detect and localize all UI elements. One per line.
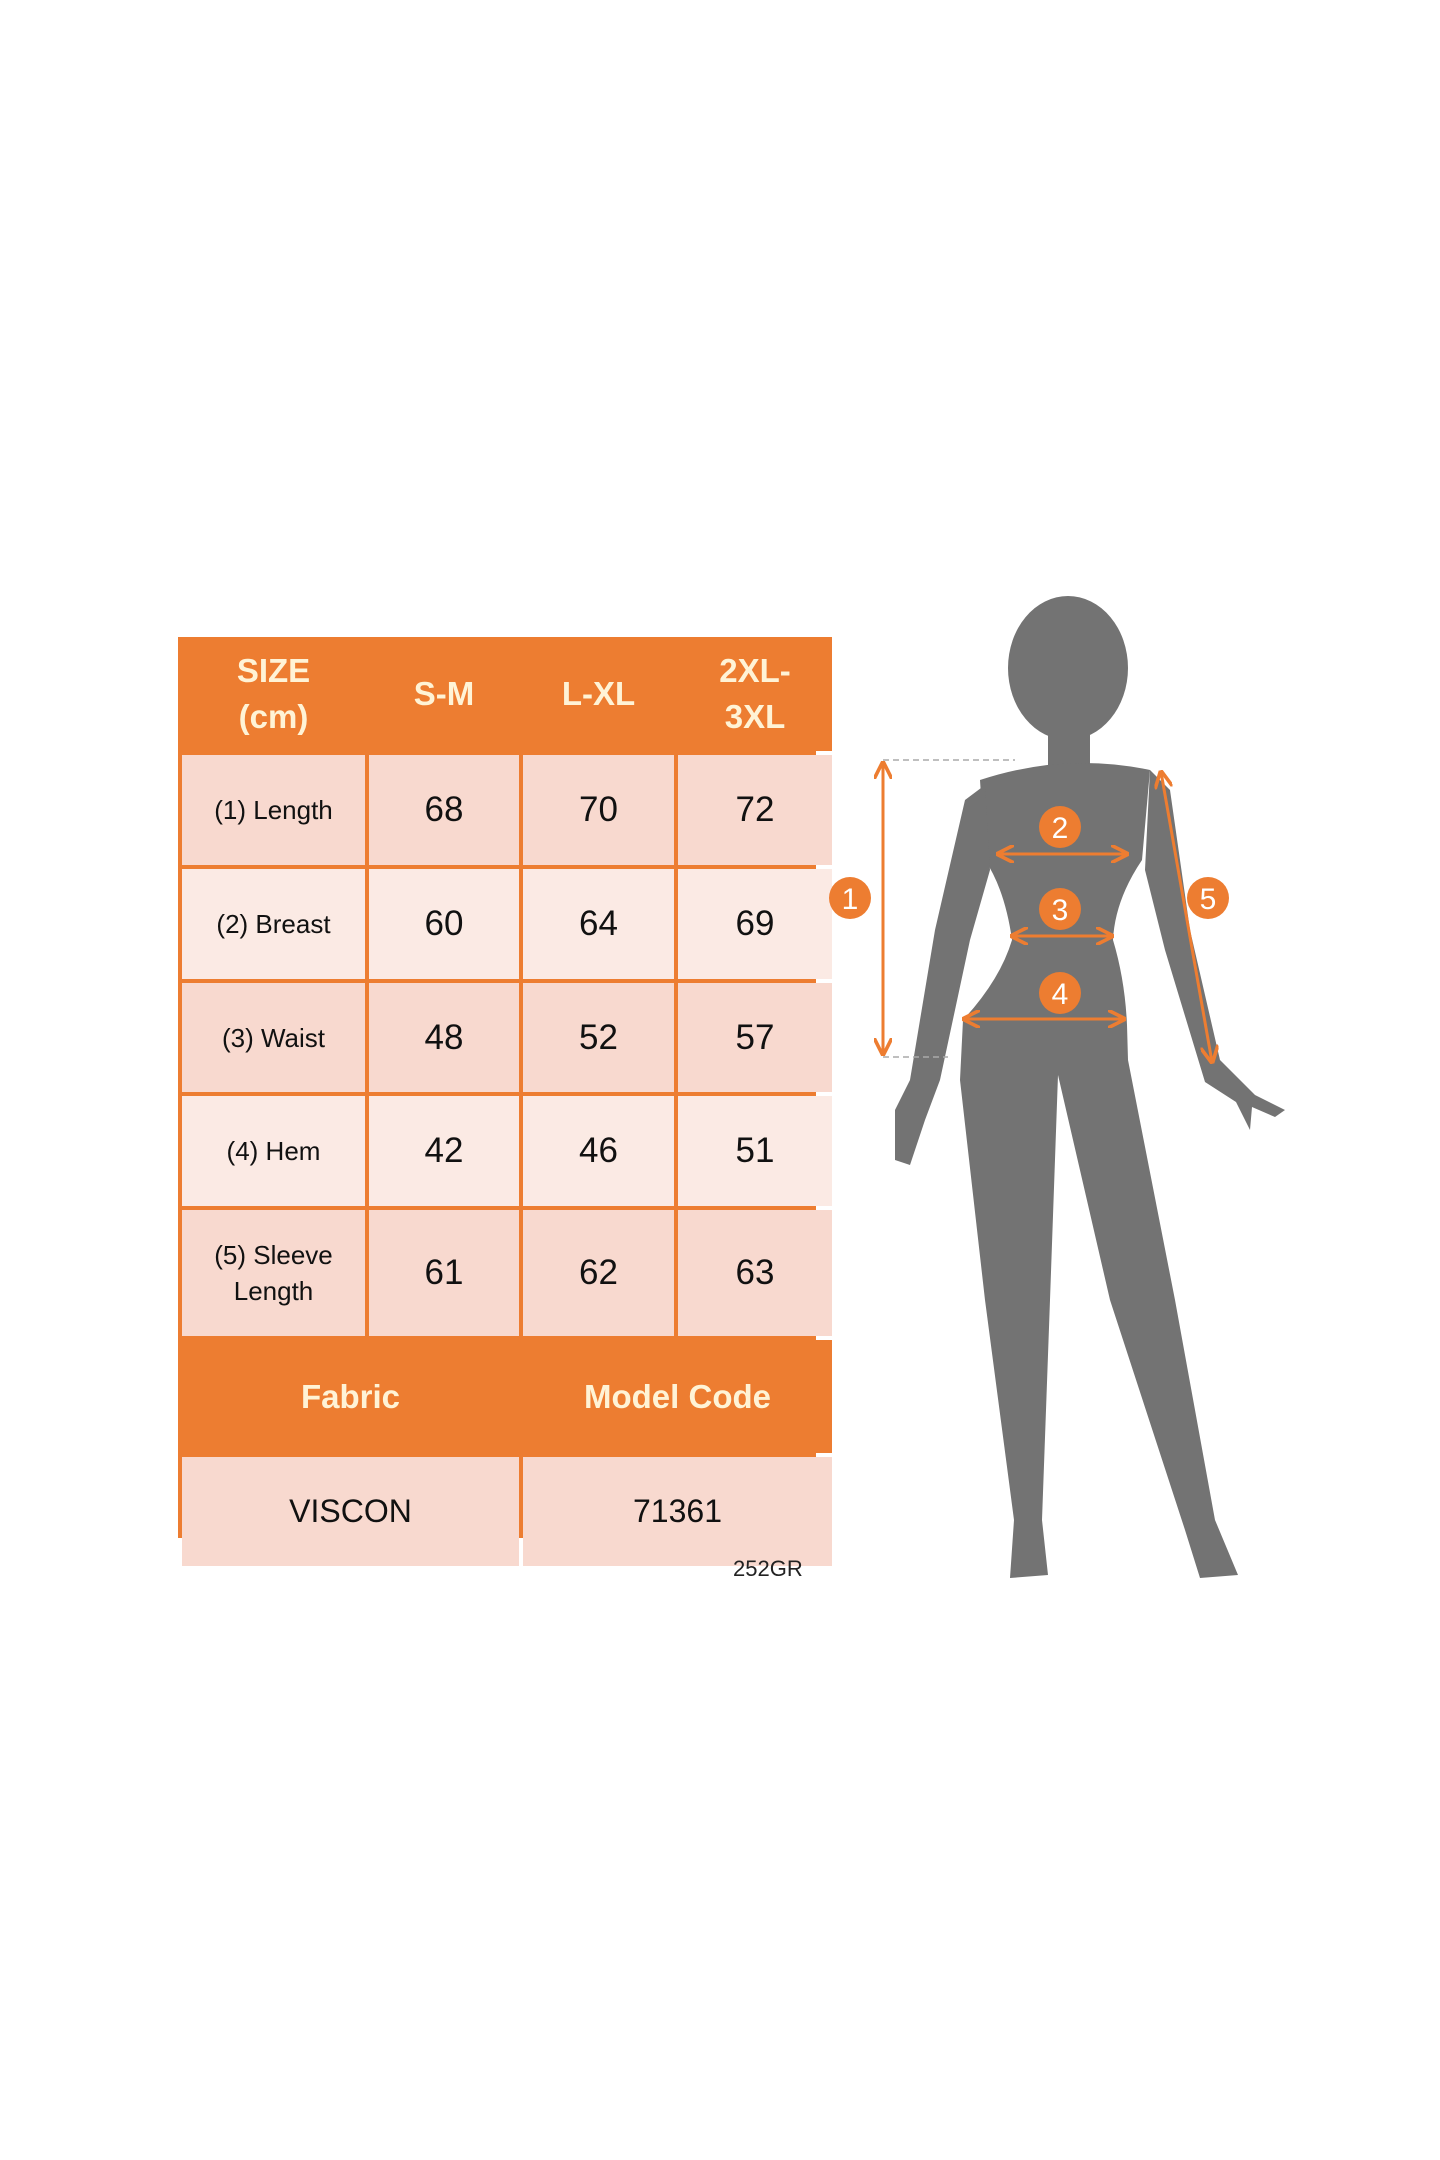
product-code: 252GR [733, 1556, 803, 1581]
row-label: (3) Waist [182, 983, 365, 1092]
marker-3: 3 [1039, 888, 1081, 930]
table-cell: 69 [678, 869, 832, 979]
table-cell: 57 [678, 983, 832, 1092]
table-cell: 72 [678, 755, 832, 865]
table-cell: 64 [523, 869, 674, 979]
svg-text:1: 1 [842, 883, 859, 916]
row-label: (1) Length [182, 755, 365, 865]
header-fabric: Fabric [182, 1340, 519, 1453]
woman-silhouette [895, 596, 1285, 1578]
table-cell: 42 [369, 1096, 519, 1206]
fabric-value: VISCON [182, 1457, 519, 1566]
header-model-code: Model Code [523, 1340, 832, 1453]
table-cell: 63 [678, 1210, 832, 1336]
table-cell: 52 [523, 983, 674, 1092]
table-cell: 68 [369, 755, 519, 865]
marker-2: 2 [1039, 806, 1081, 848]
svg-text:4: 4 [1052, 978, 1069, 1011]
header-s-m: S-M [369, 637, 519, 751]
table-cell: 60 [369, 869, 519, 979]
marker-4: 4 [1039, 972, 1081, 1014]
table-cell: 62 [523, 1210, 674, 1336]
row-label: (2) Breast [182, 869, 365, 979]
header-size: SIZE (cm) [182, 637, 365, 751]
header-l-xl: L-XL [523, 637, 674, 751]
table-cell: 48 [369, 983, 519, 1092]
model-code-value: 71361 [523, 1457, 832, 1566]
marker-1: 1 [829, 877, 871, 919]
table-cell: 46 [523, 1096, 674, 1206]
table-cell: 70 [523, 755, 674, 865]
row-label: (4) Hem [182, 1096, 365, 1206]
table-cell: 61 [369, 1210, 519, 1336]
table-cell: 51 [678, 1096, 832, 1206]
marker-5: 5 [1187, 877, 1229, 919]
header-2xl-3xl: 2XL- 3XL [678, 637, 832, 751]
svg-text:3: 3 [1052, 894, 1069, 927]
size-chart-table: SIZE (cm) S-M L-XL 2XL- 3XL (1) Length 6… [178, 637, 832, 1566]
row-label: (5) Sleeve Length [182, 1210, 365, 1336]
sleeve-arrow [1161, 772, 1212, 1062]
svg-text:5: 5 [1200, 883, 1217, 916]
svg-text:2: 2 [1052, 812, 1069, 845]
